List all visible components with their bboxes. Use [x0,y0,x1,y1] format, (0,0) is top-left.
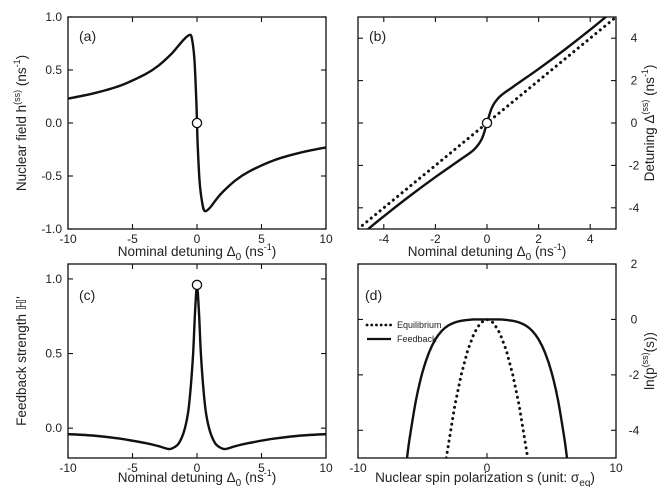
panel-b-ytick-label: -2 [629,158,640,172]
panel-b: -4 -2 0 2 4 -4 -2 0 2 4 (b) Nominal detuning Δ0 (… [357,16,657,263]
panel-c-xtick-label: 0 [194,461,201,475]
panel-a-marker-point [191,117,203,129]
panel-d-curves [405,317,569,458]
panel-c-ylabel: Feedback strength ℍ' [14,296,29,426]
panel-d-xtick-label: -10 [349,461,367,475]
legend-equilibrium-label: Equilibrium [397,320,442,330]
panel-a-ticks: -10 -5 0 5 10 -1.0 -0.5 0.0 0.5 1.0 [41,10,333,246]
panel-a-ytick-label: 0.0 [45,116,62,130]
panel-b-xtick-label: -4 [378,232,389,246]
panel-c-marker-point [191,279,203,291]
panel-d-ticks: -10 0 10 -4 -2 0 2 [349,257,639,475]
panel-d-xtick-label: 10 [609,461,623,475]
panel-d-ytick-label: 0 [631,312,638,326]
panel-a-xtick-label: 5 [258,232,265,246]
panel-c-xlabel: Nominal detuning Δ0 (ns-1) [118,468,276,487]
panel-c-xtick-label: 5 [258,461,265,475]
panel-d-legend: Equilibrium Feedback [365,320,442,344]
panel-a-ylabel: Nuclear field h(ss) (ns-1) [12,55,29,191]
panel-b-series-dotted-line [358,17,616,229]
panel-b-ylabel: Detuning Δ(ss) (ns-1) [640,65,657,182]
panel-c-ytick-label: 1.0 [45,272,62,286]
panel-d-xlabel: Nuclear spin polarization s (unit: σeq) [375,470,595,487]
panel-b-xtick-label: 4 [587,232,594,246]
panel-d-ylabel: ln(p(ss)(s)) [640,332,657,390]
panel-c-xtick-label: -10 [59,461,77,475]
panel-a-xtick-label: 0 [194,232,201,246]
panel-d-series-equilibrium-line [444,317,530,458]
panel-b-marker-point [481,117,493,129]
panel-a-label: (a) [79,28,96,44]
panel-d-ytick-label: -4 [629,423,640,437]
panel-b-ytick-label: 0 [631,116,638,130]
panel-d-xtick-label: 0 [484,461,491,475]
panel-d-frame [357,263,617,459]
panel-a-ytick-label: -0.5 [41,169,62,183]
panel-c-ticks: -10 -5 0 5 10 0.0 0.5 1.0 [45,264,333,475]
panel-b-ytick-label: 2 [631,74,638,88]
panel-a-xlabel: Nominal detuning Δ0 (ns-1) [118,242,276,263]
panel-b-ytick-label: 4 [631,31,638,45]
panel-d-ytick-label: 2 [631,257,638,271]
panel-a-xtick-label: 10 [319,232,333,246]
panel-c-ytick-label: 0.0 [45,421,62,435]
panel-c-label: (c) [79,287,95,303]
panel-d-ytick-label: -2 [629,368,640,382]
panel-b-ytick-label: -4 [629,201,640,215]
panel-d: -10 0 10 -4 -2 0 2 (d) Equilibrium Feedback Nu… [349,257,657,487]
panel-b-xtick-label: -2 [430,232,441,246]
panel-b-ticks: -4 -2 0 2 4 -4 -2 0 2 4 [358,17,640,246]
panel-d-series-feedback-line [405,318,569,458]
panel-b-label: (b) [369,28,386,44]
panel-c-ytick-label: 0.5 [45,347,62,361]
panel-d-label: (d) [365,287,382,303]
panel-c-series-solid-line [68,285,326,451]
panel-a-ytick-label: -1.0 [41,222,62,236]
panel-a: -10 -5 0 5 10 -1.0 -0.5 0.0 0.5 1.0 (a) Nominal d… [12,10,333,263]
legend-feedback-label: Feedback [397,334,437,344]
panel-c-xtick-label: -5 [127,461,138,475]
panel-c: -10 -5 0 5 10 0.0 0.5 1.0 (c) Nominal detuning … [14,263,333,487]
panel-b-xtick-label: 0 [484,232,491,246]
panel-a-ytick-label: 1.0 [45,10,62,24]
panel-c-curves [68,285,326,451]
panel-a-xtick-label: -10 [59,232,77,246]
panel-b-xtick-label: 2 [535,232,542,246]
panel-c-xtick-label: 10 [319,461,333,475]
panel-b-xlabel: Nominal detuning Δ0 (ns-1) [408,242,566,263]
panel-a-ytick-label: 0.5 [45,63,62,77]
panel-a-xtick-label: -5 [127,232,138,246]
